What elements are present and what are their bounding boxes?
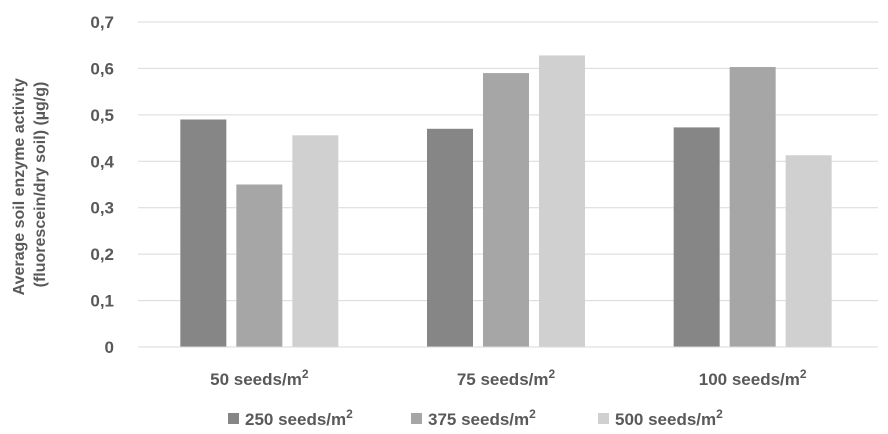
x-category-label: 50 seeds/m2 (210, 367, 309, 389)
y-axis-label: Average soil enzyme activity (fluorescei… (11, 74, 49, 296)
legend-label: 250 seeds/m2 (245, 407, 353, 429)
legend-swatch (228, 413, 239, 424)
bar (180, 119, 227, 347)
bar (292, 135, 339, 347)
x-axis-category-labels: 50 seeds/m2 75 seeds/m2 100 seeds/m2 (210, 367, 807, 389)
y-tick-label: 0,7 (90, 13, 114, 32)
y-axis-label-line-2: (fluorescein/dry soil) (µg/g) (32, 82, 49, 288)
bars (180, 55, 832, 348)
bar (236, 184, 283, 347)
y-tick-label: 0 (105, 338, 114, 357)
legend-swatch (598, 413, 609, 424)
bar (729, 67, 776, 348)
bar (483, 73, 529, 348)
x-category-label: 75 seeds/m2 (457, 367, 556, 389)
bar (673, 127, 720, 348)
y-tick-label: 0,2 (90, 245, 114, 264)
y-tick-label: 0,6 (90, 59, 114, 78)
bar (427, 128, 473, 347)
y-tick-label: 0,4 (90, 152, 114, 171)
y-tick-label: 0,1 (90, 292, 114, 311)
y-axis-tick-labels: 0 0,1 0,2 0,3 0,4 0,5 0,6 0,7 (90, 13, 114, 357)
y-tick-label: 0,5 (90, 106, 114, 125)
legend-swatch (411, 413, 422, 424)
y-axis-label-line-1: Average soil enzyme activity (11, 78, 28, 295)
bar (539, 55, 585, 348)
legend-label: 375 seeds/m2 (428, 407, 536, 429)
legend: 250 seeds/m2 375 seeds/m2 500 seeds/m2 (228, 407, 723, 429)
bar (785, 155, 832, 347)
x-category-label: 100 seeds/m2 (699, 367, 807, 389)
y-tick-label: 0,3 (90, 199, 114, 218)
legend-label: 500 seeds/m2 (615, 407, 723, 429)
